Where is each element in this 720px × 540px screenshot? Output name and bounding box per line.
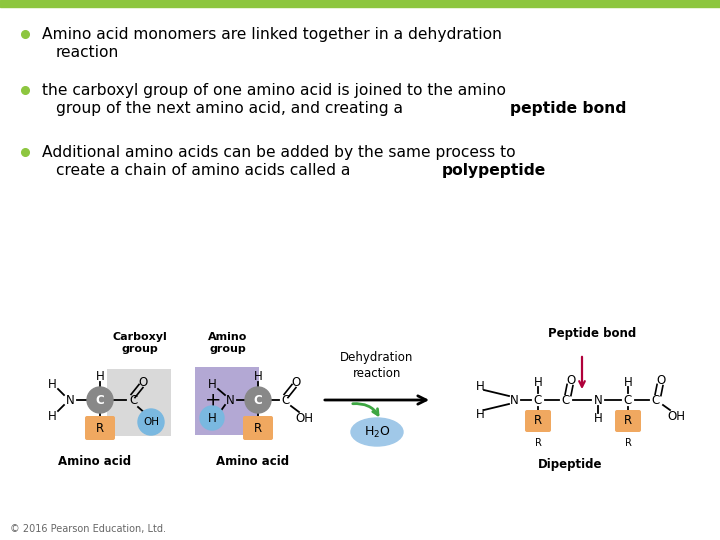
Text: H: H: [207, 411, 217, 424]
Text: H: H: [534, 375, 542, 388]
Text: C: C: [652, 394, 660, 407]
Text: R: R: [96, 422, 104, 435]
Text: H: H: [253, 369, 262, 382]
FancyBboxPatch shape: [107, 369, 171, 436]
Text: O: O: [567, 374, 575, 387]
Text: H: H: [96, 369, 104, 382]
Text: N: N: [225, 394, 235, 407]
Text: © 2016 Pearson Education, Ltd.: © 2016 Pearson Education, Ltd.: [10, 524, 166, 534]
Text: Additional amino acids can be added by the same process to: Additional amino acids can be added by t…: [42, 145, 516, 159]
Text: Amino acid: Amino acid: [217, 455, 289, 468]
Circle shape: [200, 406, 224, 430]
Circle shape: [245, 387, 271, 413]
Text: the carboxyl group of one amino acid is joined to the amino: the carboxyl group of one amino acid is …: [42, 83, 506, 98]
Text: C: C: [96, 394, 104, 407]
Text: Dehydration
reaction: Dehydration reaction: [341, 351, 414, 380]
Text: N: N: [66, 394, 74, 407]
Text: C: C: [282, 394, 290, 407]
Text: R: R: [624, 438, 631, 448]
FancyBboxPatch shape: [243, 416, 273, 440]
Text: H: H: [624, 375, 632, 388]
Text: O: O: [657, 374, 665, 387]
Text: C: C: [562, 394, 570, 407]
Text: H$_2$O: H$_2$O: [364, 424, 390, 440]
Text: Dipeptide: Dipeptide: [538, 458, 602, 471]
Text: C: C: [624, 394, 632, 407]
Text: H: H: [207, 377, 217, 390]
Text: R: R: [254, 422, 262, 435]
Circle shape: [138, 409, 164, 435]
Text: C: C: [253, 394, 262, 407]
Text: H: H: [593, 411, 603, 424]
Text: R: R: [624, 415, 632, 428]
Text: O: O: [138, 375, 148, 388]
Text: OH: OH: [143, 417, 159, 427]
Text: Peptide bond: Peptide bond: [548, 327, 636, 340]
Text: H: H: [48, 409, 56, 422]
FancyBboxPatch shape: [615, 410, 641, 432]
Text: OH: OH: [667, 409, 685, 422]
Text: polypeptide: polypeptide: [442, 163, 546, 178]
Text: peptide bond: peptide bond: [510, 101, 626, 116]
FancyBboxPatch shape: [195, 367, 259, 435]
Text: H: H: [476, 380, 485, 393]
Text: +: +: [204, 390, 221, 409]
Text: create a chain of amino acids called a: create a chain of amino acids called a: [56, 163, 355, 178]
Text: R: R: [534, 438, 541, 448]
Text: Carboxyl
group: Carboxyl group: [112, 332, 167, 354]
Circle shape: [87, 387, 113, 413]
Text: N: N: [593, 394, 603, 407]
Text: Amino acid monomers are linked together in a dehydration: Amino acid monomers are linked together …: [42, 26, 502, 42]
Text: Amino
group: Amino group: [208, 332, 248, 354]
Bar: [0, 0, 720, 7]
Text: H: H: [48, 377, 56, 390]
Text: reaction: reaction: [56, 45, 120, 60]
FancyBboxPatch shape: [85, 416, 115, 440]
Ellipse shape: [351, 418, 403, 446]
Text: group of the next amino acid, and creating a: group of the next amino acid, and creati…: [56, 101, 408, 116]
Text: C: C: [129, 394, 137, 407]
FancyBboxPatch shape: [525, 410, 551, 432]
Text: OH: OH: [295, 411, 313, 424]
Text: C: C: [534, 394, 542, 407]
Text: Amino acid: Amino acid: [58, 455, 132, 468]
Text: N: N: [510, 394, 518, 407]
Text: R: R: [534, 415, 542, 428]
Text: H: H: [476, 408, 485, 421]
Text: O: O: [292, 375, 301, 388]
